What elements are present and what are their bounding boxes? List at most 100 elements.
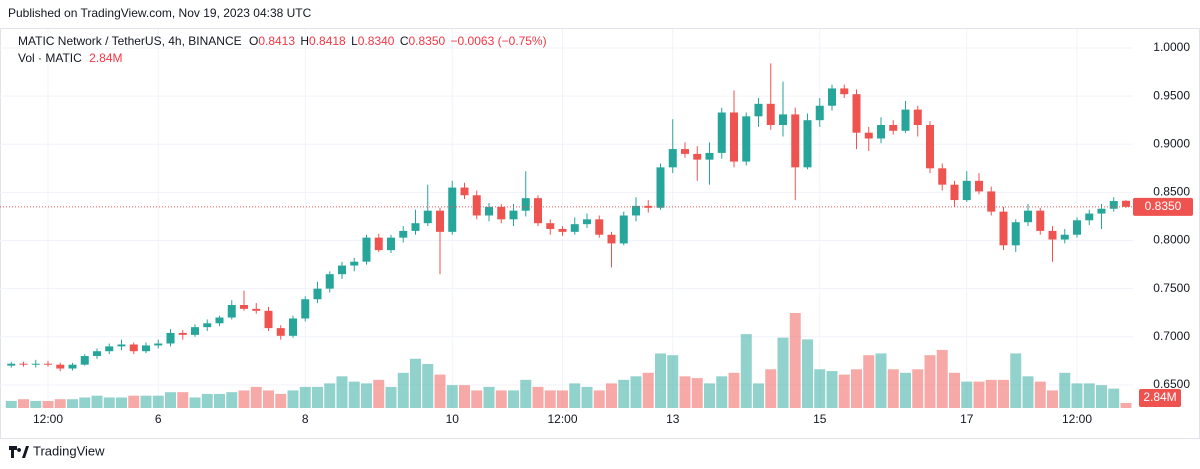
volume-bar <box>1034 381 1046 408</box>
volume-bar <box>728 372 740 408</box>
candle-body <box>509 210 518 220</box>
logo: TradingView <box>9 443 105 458</box>
volume-bar <box>912 369 924 408</box>
volume-bar <box>152 395 164 408</box>
y-tick-label: 0.9500 <box>1153 88 1190 102</box>
candle-body <box>705 152 714 160</box>
candle-body <box>80 356 89 365</box>
candle-body <box>607 234 616 244</box>
volume-bar <box>1010 353 1022 408</box>
volume-value-label: 2.84M <box>1143 390 1176 404</box>
volume-bar <box>30 400 42 408</box>
volume-bar <box>765 369 777 408</box>
y-tick-label: 0.6500 <box>1153 377 1190 391</box>
volume-bar <box>642 372 654 408</box>
volume-bar <box>826 371 838 408</box>
volume-bar <box>740 334 752 408</box>
candle-body <box>619 215 628 244</box>
candle-body <box>166 332 175 344</box>
candle-body <box>313 288 322 300</box>
candle-body <box>877 125 885 139</box>
legend-value: 0.8350 <box>408 34 445 48</box>
legend-symbol: MATIC Network / TetherUS, 4h, BINANCE <box>18 34 242 48</box>
candle-body <box>962 180 971 201</box>
volume-bar <box>275 393 287 408</box>
volume-bar <box>998 379 1009 408</box>
volume-bar <box>508 390 519 408</box>
volume-value-box <box>1139 389 1181 407</box>
grid <box>0 29 1133 408</box>
x-tick-label: 12:00 <box>1062 412 1092 426</box>
candle-body <box>289 318 297 336</box>
candle-body <box>864 132 873 139</box>
candle-body <box>497 206 506 220</box>
volume-bar <box>618 379 630 408</box>
candle-body <box>901 109 910 131</box>
candle-body <box>325 274 334 289</box>
volume-bar <box>544 390 556 408</box>
x-tick-label: 8 <box>302 412 309 426</box>
candle-body <box>815 105 824 121</box>
candle-body <box>681 149 689 154</box>
volume-bar <box>924 355 936 408</box>
axis-layer: 0.6500 0.7000 0.7500 0.8000 0.8500 0.9000 0.95… <box>0 40 1193 426</box>
volume-title: Vol · MATIC <box>18 51 82 65</box>
volume-bar <box>777 337 789 408</box>
volume-bar <box>814 369 826 408</box>
candle-body <box>117 344 126 347</box>
volume-bar <box>851 369 862 408</box>
x-tick-label: 10 <box>446 412 460 426</box>
volume-bar <box>140 395 152 408</box>
candle-body <box>656 167 665 208</box>
candle-body <box>1011 222 1020 246</box>
candle-body <box>668 149 677 168</box>
volume-bar <box>361 383 372 408</box>
candle-body <box>387 237 395 251</box>
volume-bar <box>471 390 483 408</box>
volume-bar <box>691 378 703 408</box>
x-tick-label: 15 <box>813 412 827 426</box>
volume-bar <box>593 390 605 408</box>
volume-bar <box>789 312 801 408</box>
candle-body <box>7 363 16 366</box>
volume-bar <box>863 355 875 408</box>
volume-bar <box>1047 390 1058 408</box>
volume-bar <box>973 381 985 408</box>
volume-bar <box>324 383 336 408</box>
volume-bar <box>287 390 299 408</box>
candle-body <box>154 343 163 346</box>
y-tick-label: 0.7000 <box>1153 329 1190 343</box>
candle-body <box>485 206 493 216</box>
volume-bar <box>495 390 507 408</box>
volume-bar <box>5 400 17 408</box>
candle-body <box>889 125 898 131</box>
y-tick-label: 0.8500 <box>1153 185 1190 199</box>
legend-label: H <box>300 34 309 48</box>
volume-bar <box>459 385 470 408</box>
legend-change: −0.0063 (−0.75%) <box>451 34 547 48</box>
candle-body <box>19 363 28 365</box>
candle-body <box>105 346 114 352</box>
volume-bar <box>103 397 115 408</box>
candle-body <box>632 205 640 216</box>
volume-bar <box>887 369 899 408</box>
candle-body <box>129 344 138 352</box>
candle-body <box>1073 220 1081 235</box>
candle-body <box>264 310 273 329</box>
candle-body <box>227 305 236 318</box>
x-tick-label: 12:00 <box>33 412 63 426</box>
volume-bar <box>532 386 544 408</box>
volume-bar <box>679 376 691 408</box>
volume-bar <box>875 353 887 408</box>
legend-label: O <box>249 34 258 48</box>
y-tick-label: 0.9000 <box>1153 136 1190 150</box>
volume-bar <box>1120 403 1132 408</box>
volume-bar <box>985 379 997 408</box>
candle-body <box>950 184 959 201</box>
legend-label: C <box>400 34 409 48</box>
candle-body <box>240 305 248 309</box>
published-note: Published on TradingView.com, Nov 19, 20… <box>8 6 312 20</box>
y-tick-label: 1.0000 <box>1153 40 1190 54</box>
volume-bar <box>483 386 495 408</box>
candle-body <box>436 210 444 232</box>
